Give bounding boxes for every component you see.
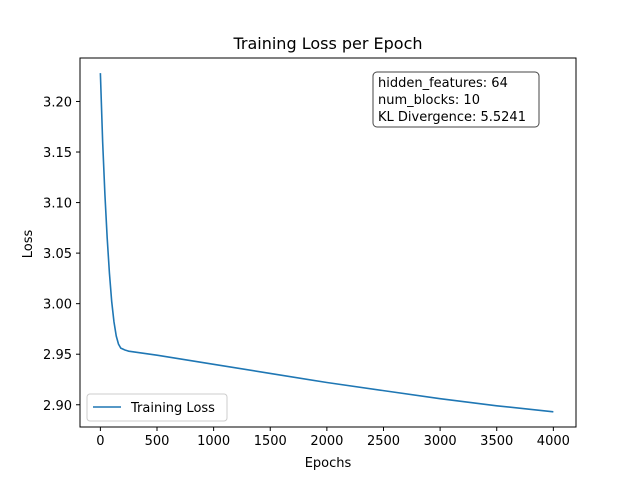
legend-frame: [86, 393, 228, 422]
x-axis-label: Epochs: [305, 456, 352, 471]
x-tick-label: 1000: [197, 434, 230, 449]
annotation-frame: [372, 71, 540, 128]
y-tick-label: 3.20: [43, 95, 72, 110]
x-tick-label: 4000: [537, 434, 570, 449]
annotation-line-3: KL Divergence: 5.5241: [378, 110, 526, 125]
chart-title: Training Loss per Epoch: [232, 34, 422, 53]
series-layer: [99, 73, 554, 413]
x-tick-label: 2500: [367, 434, 400, 449]
annotation-line-1: hidden_features: 64: [378, 76, 508, 91]
annotation-line-2: num_blocks: 10: [378, 93, 480, 108]
y-tick-label: 3.05: [43, 247, 72, 262]
y-tick-label: 2.95: [43, 348, 72, 363]
legend-label: Training Loss: [130, 401, 215, 416]
y-tick-label: 3.15: [43, 146, 72, 161]
plot-frame: [79, 57, 577, 428]
y-tick-label: 3.00: [43, 298, 72, 313]
y-axis-label: Loss: [21, 230, 36, 259]
annotation-box: hidden_features: 64 num_blocks: 10 KL Di…: [372, 71, 540, 128]
y-axis: 2.90 2.95 3.00 3.05 3.10 3.15 3.20: [43, 95, 80, 414]
y-tick-label: 2.90: [43, 399, 72, 414]
x-axis: 0 500 1000 1500 2000 2500 3000 3500 4000: [96, 427, 570, 449]
legend: Training Loss: [86, 393, 228, 422]
x-tick-label: 0: [96, 434, 104, 449]
x-tick-label: 1500: [254, 434, 287, 449]
x-tick-label: 2000: [310, 434, 343, 449]
series-line-training-loss: [99, 73, 554, 413]
x-tick-label: 3000: [424, 434, 457, 449]
x-tick-label: 500: [145, 434, 170, 449]
y-tick-label: 3.10: [43, 197, 72, 212]
x-tick-label: 3500: [480, 434, 513, 449]
